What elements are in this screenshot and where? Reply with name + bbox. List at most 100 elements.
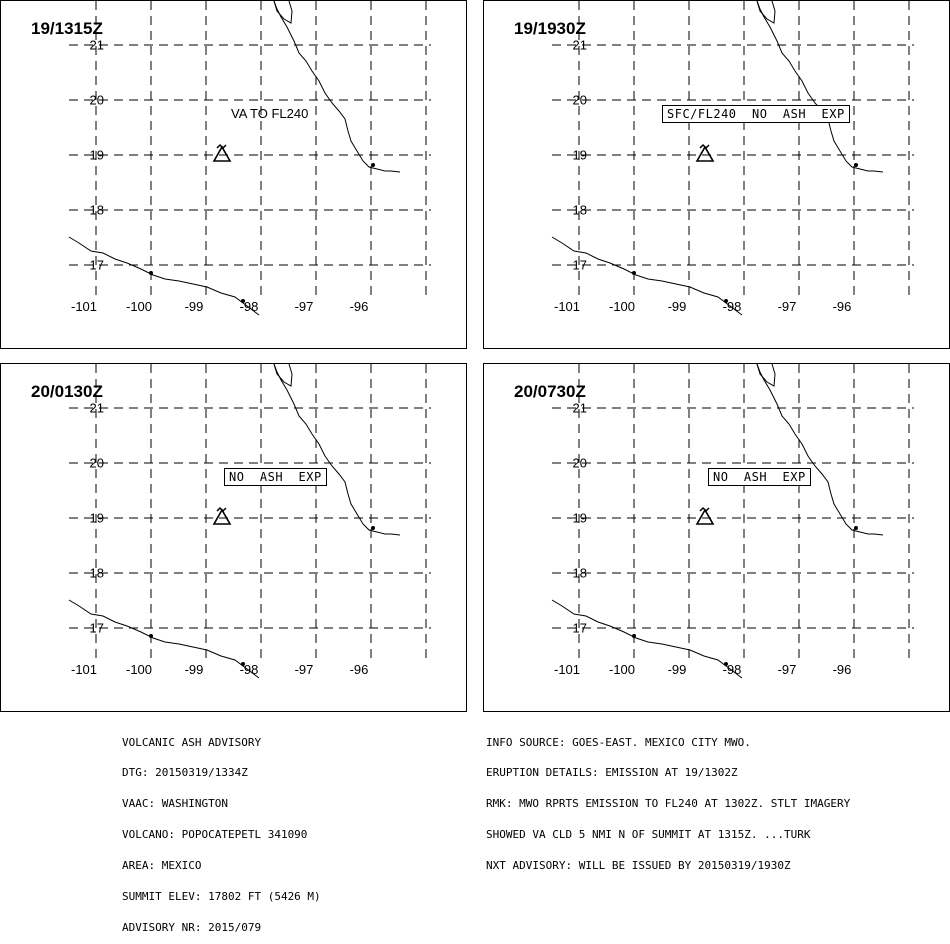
- lon-tick-label: -98: [722, 299, 742, 314]
- lat-tick-label: 19: [89, 510, 104, 526]
- lon-tick-label: -99: [667, 662, 687, 677]
- coast-mark: [241, 662, 245, 666]
- volcano-triangle: [212, 508, 232, 525]
- advisory-line: SHOWED VA CLD 5 NMI N OF SUMMIT AT 1315Z…: [486, 828, 811, 842]
- ash-label: VA TO FL240: [231, 106, 309, 121]
- lat-tick-label: 20: [89, 92, 104, 108]
- lon-tick-label: -97: [777, 662, 797, 677]
- map-canvas: [551, 1, 914, 316]
- lat-tick-label: 21: [572, 400, 587, 416]
- coastline-segment: [273, 364, 401, 536]
- coast-mark: [632, 271, 636, 275]
- lon-tick-label: -99: [184, 662, 204, 677]
- advisory-line: VAAC: WASHINGTON: [122, 797, 228, 811]
- volcano-triangle-icon: [212, 506, 232, 525]
- volcano-triangle: [695, 145, 715, 162]
- coastline-segment: [68, 236, 260, 316]
- lon-tick-label: -97: [294, 662, 314, 677]
- coast-mark: [724, 662, 728, 666]
- forecast-panel-2: 19/1930Z 21 20 19 18 17 -101 -100 -99 -98 -97 -96 …: [483, 0, 950, 349]
- coast-mark: [854, 163, 858, 167]
- advisory-line: ERUPTION DETAILS: EMISSION AT 19/1302Z: [486, 766, 738, 780]
- advisory-line: ADVISORY NR: 2015/079: [122, 920, 262, 934]
- advisory-line: SUMMIT ELEV: 17802 FT (5426 M): [122, 890, 321, 904]
- advisory-line: DTG: 20150319/1334Z: [122, 766, 248, 780]
- advisory-line: NXT ADVISORY: WILL BE ISSUED BY 20150319…: [486, 859, 791, 873]
- map-canvas: [551, 364, 914, 679]
- lat-tick-label: 19: [572, 510, 587, 526]
- advisory-line: RMK: MWO RPRTS EMISSION TO FL240 AT 1302…: [486, 797, 851, 811]
- lat-tick-label: 21: [89, 37, 104, 53]
- lon-tick-label: -100: [608, 662, 636, 677]
- coastline: [68, 364, 401, 679]
- lat-tick-label: 21: [89, 400, 104, 416]
- volcano-plume: [216, 143, 227, 150]
- lat-tick-label: 18: [572, 565, 587, 581]
- lon-tick-label: -96: [349, 662, 369, 677]
- lon-tick-label: -101: [553, 299, 581, 314]
- coast-mark: [724, 299, 728, 303]
- lon-tick-label: -97: [294, 299, 314, 314]
- coastline: [68, 1, 401, 316]
- coast-mark: [854, 526, 858, 530]
- lagoon-outline: [756, 1, 776, 24]
- coastline-segment: [756, 1, 884, 173]
- volcano-triangle-icon: [212, 143, 232, 162]
- forecast-panel-3: 20/0130Z 21 20 19 18 17 -101 -100 -99 -98 -97 -96 …: [0, 363, 467, 712]
- advisory-line: VOLCANIC ASH ADVISORY: [122, 735, 262, 749]
- lon-tick-label: -97: [777, 299, 797, 314]
- ash-box: NO ASH EXP: [224, 468, 327, 486]
- lagoon-outline: [273, 364, 293, 387]
- coast-mark: [371, 163, 375, 167]
- lon-tick-label: -99: [184, 299, 204, 314]
- panel-time: 20/0730Z: [514, 382, 586, 401]
- coastline: [551, 1, 884, 316]
- lon-tick-label: -96: [832, 662, 852, 677]
- advisory-header-text: VOLCANIC ASH ADVISORY DTG: 20150319/1334…: [122, 717, 321, 944]
- volcano-triangle-icon: [695, 143, 715, 162]
- lat-tick-label: 21: [572, 37, 587, 53]
- forecast-panel-4: 20/0730Z 21 20 19 18 17 -101 -100 -99 -98 -97 -96 …: [483, 363, 950, 712]
- coast-mark: [149, 634, 153, 638]
- coastline-segment: [756, 364, 884, 536]
- lon-tick-label: -100: [125, 299, 153, 314]
- coastline-segment: [551, 599, 743, 679]
- coast-mark: [241, 299, 245, 303]
- lon-tick-label: -96: [349, 299, 369, 314]
- volcano-plume: [699, 143, 710, 150]
- lat-tick-label: 20: [572, 92, 587, 108]
- panel-time: 20/0130Z: [31, 382, 103, 401]
- coast-mark: [371, 526, 375, 530]
- lagoon-outline: [273, 1, 293, 24]
- ash-box: NO ASH EXP: [708, 468, 811, 486]
- advisory-line: INFO SOURCE: GOES-EAST. MEXICO CITY MWO.: [486, 735, 751, 749]
- forecast-panel-1: 19/1315Z 21 20 19 18 17 -101 -100 -99 -98 -97 -96 …: [0, 0, 467, 349]
- coast-mark: [632, 634, 636, 638]
- lat-tick-label: 19: [89, 147, 104, 163]
- lat-tick-label: 17: [572, 620, 587, 636]
- coastline-segment: [68, 599, 260, 679]
- coastline-segment: [273, 1, 401, 173]
- volcano-triangle: [695, 508, 715, 525]
- advisory-details-text: INFO SOURCE: GOES-EAST. MEXICO CITY MWO.…: [486, 717, 850, 882]
- ash-box: SFC/FL240 NO ASH EXP: [662, 105, 850, 123]
- lon-tick-label: -101: [70, 662, 98, 677]
- lon-tick-label: -101: [553, 662, 581, 677]
- panel-time: 19/1315Z: [31, 19, 103, 38]
- lon-tick-label: -100: [125, 662, 153, 677]
- lat-lon-grid: [69, 364, 431, 659]
- volcano-triangle: [212, 145, 232, 162]
- lon-tick-label: -98: [239, 299, 259, 314]
- lon-tick-label: -99: [667, 299, 687, 314]
- volcano-triangle-icon: [695, 506, 715, 525]
- lon-tick-label: -98: [239, 662, 259, 677]
- lagoon-outline: [756, 364, 776, 387]
- lon-tick-label: -98: [722, 662, 742, 677]
- volcano-plume: [699, 506, 710, 513]
- coast-mark: [149, 271, 153, 275]
- lat-lon-grid: [69, 1, 431, 296]
- lat-tick-label: 17: [89, 257, 104, 273]
- coastline: [551, 364, 884, 679]
- map-canvas: [68, 1, 431, 316]
- lat-tick-label: 17: [572, 257, 587, 273]
